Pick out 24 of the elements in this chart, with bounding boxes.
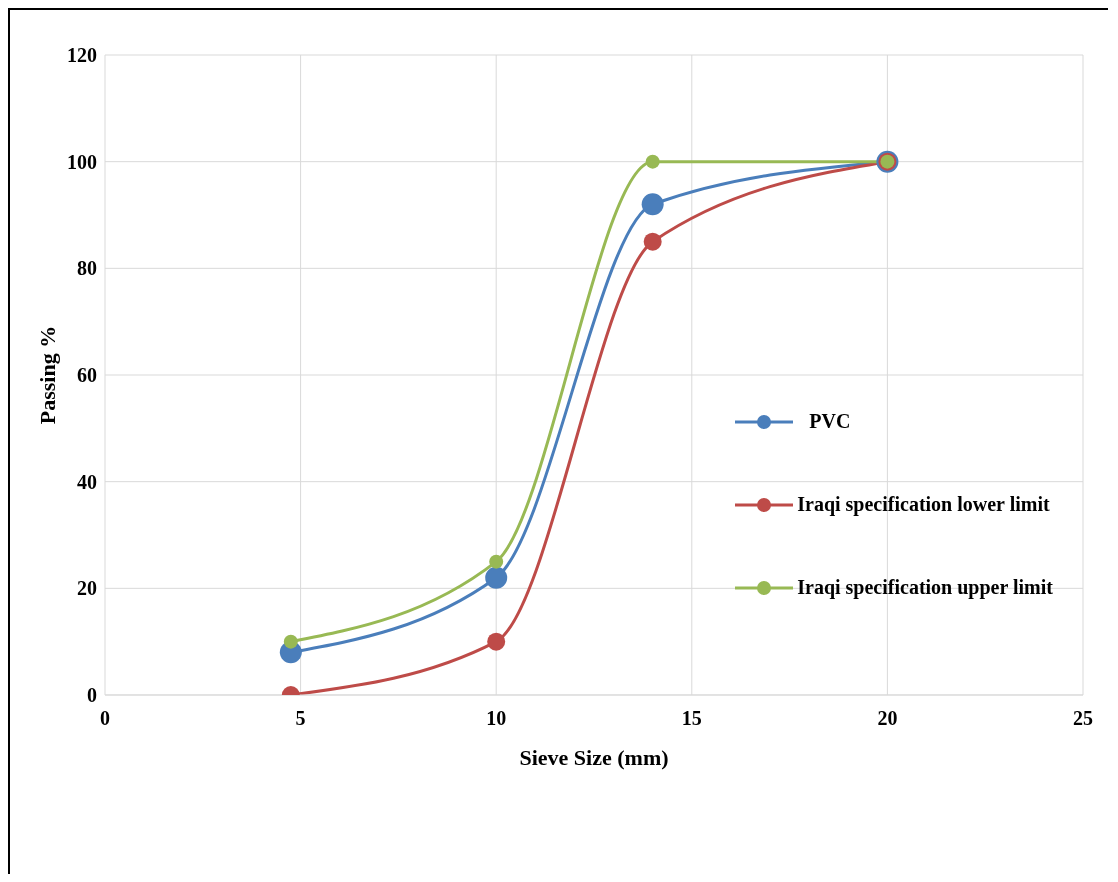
y-axis-title: Passing % (34, 325, 60, 425)
y-tick-label: 120 (67, 44, 97, 67)
x-tick-label: 20 (877, 707, 898, 730)
point (645, 154, 660, 169)
x-tick-label: 5 (295, 707, 306, 730)
legend-label: Iraqi specification lower limit (797, 493, 1050, 516)
y-tick-label: 0 (87, 684, 97, 707)
point (489, 554, 504, 569)
x-tick-label: 15 (681, 707, 702, 730)
point (487, 632, 506, 651)
y-tick-label: 20 (77, 577, 97, 600)
point (643, 232, 662, 251)
y-tick-label: 80 (77, 257, 97, 280)
x-axis-title: Sieve Size (mm) (519, 745, 669, 770)
point (485, 566, 508, 589)
y-tick-label: 60 (77, 364, 97, 387)
point (283, 634, 298, 649)
x-tick-label: 10 (486, 707, 507, 730)
y-tick-label: 100 (67, 150, 97, 173)
point (641, 193, 664, 216)
x-tick-label: 25 (1073, 707, 1093, 730)
legend-label: PVC (809, 410, 851, 433)
legend-label: Iraqi specification upper limit (797, 576, 1053, 599)
y-tick-label: 40 (77, 470, 97, 493)
